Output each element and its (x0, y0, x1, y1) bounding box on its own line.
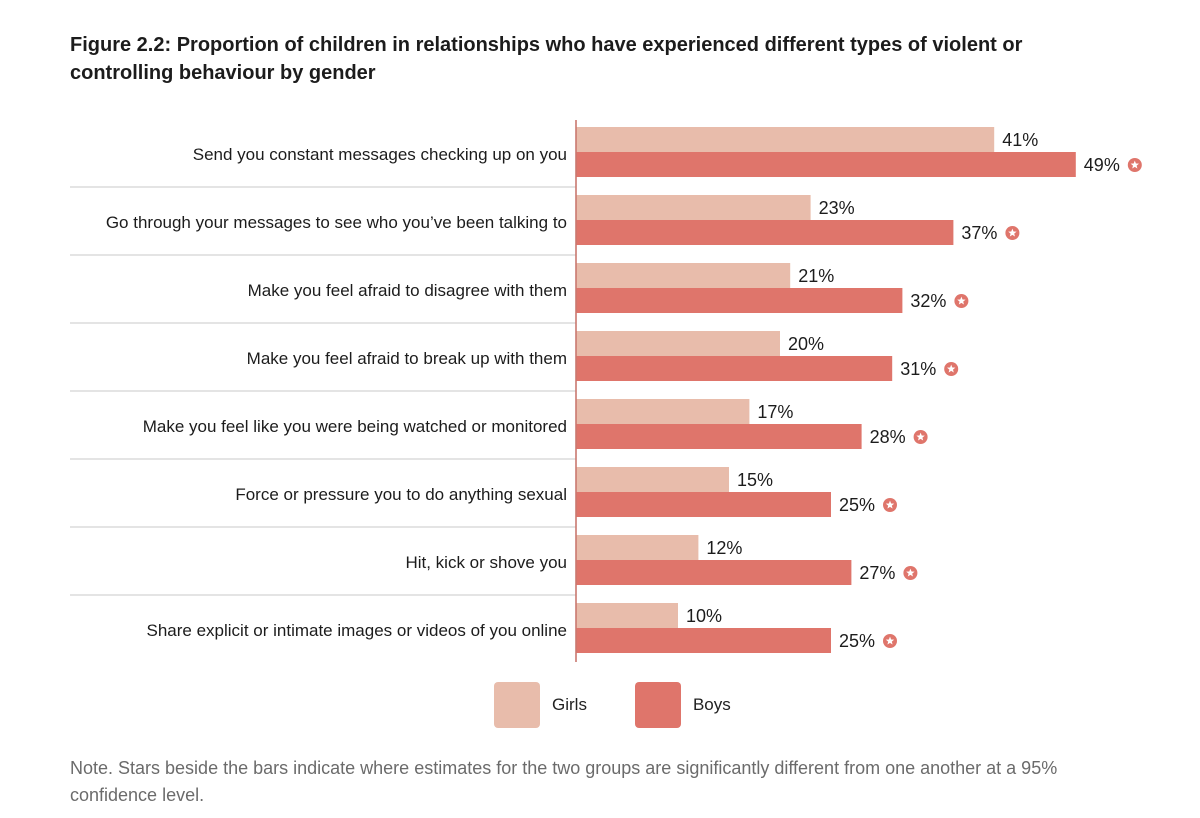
bar-girls (576, 535, 699, 560)
legend-item-boys: Boys (634, 682, 731, 728)
category-label: Share explicit or intimate images or vid… (147, 621, 568, 640)
bar-girls (576, 399, 750, 424)
chart-note: Note. Stars beside the bars indicate whe… (70, 758, 1058, 805)
data-label-boys: 32% (910, 291, 946, 311)
legend-label-boys: Boys (692, 695, 731, 714)
data-label-boys: 25% (839, 631, 875, 651)
category-label: Make you feel afraid to break up with th… (247, 349, 567, 368)
bar-boys (576, 288, 903, 313)
bar-girls (576, 127, 995, 152)
legend-item-girls: Girls (494, 682, 587, 728)
bar-boys (576, 492, 831, 517)
star-glyph-icon (957, 296, 966, 305)
category-label: Make you feel afraid to disagree with th… (248, 281, 567, 300)
category-label: Send you constant messages checking up o… (193, 145, 567, 164)
category-label: Go through your messages to see who you’… (106, 213, 567, 232)
data-label-girls: 15% (737, 470, 773, 490)
data-label-girls: 21% (798, 266, 834, 286)
legend-swatch-boys (634, 682, 681, 728)
data-label-girls: 17% (757, 402, 793, 422)
legend: Girls Boys (494, 682, 779, 728)
category-label: Force or pressure you to do anything sex… (235, 485, 567, 504)
data-label-boys: 31% (900, 359, 936, 379)
bar-boys (576, 628, 831, 653)
star-glyph-icon (916, 432, 925, 441)
legend-label-girls: Girls (552, 695, 587, 714)
star-glyph-icon (947, 364, 956, 373)
star-glyph-icon (885, 500, 895, 509)
star-glyph-icon (885, 636, 895, 645)
chart-title: Figure 2.2: Proportion of children in re… (70, 34, 1023, 84)
star-glyph-icon (1130, 160, 1139, 169)
category-label: Make you feel like you were being watche… (143, 417, 567, 436)
legend-swatch-girls (494, 682, 540, 728)
bar-girls (576, 263, 791, 288)
data-label-girls: 12% (706, 538, 742, 558)
data-label-boys: 25% (839, 495, 875, 515)
bar-boys (576, 220, 954, 245)
star-glyph-icon (906, 568, 915, 577)
bar-girls (576, 195, 811, 220)
data-label-girls: 23% (819, 198, 855, 218)
bar-chart: Send you constant messages checking up o… (70, 120, 1142, 662)
data-label-girls: 20% (788, 334, 824, 354)
bar-boys (576, 424, 862, 449)
data-label-girls: 10% (686, 606, 722, 626)
bar-boys (576, 152, 1076, 177)
data-label-boys: 28% (870, 427, 906, 447)
bar-girls (576, 467, 729, 492)
data-label-boys: 27% (859, 563, 895, 583)
bar-girls (576, 603, 678, 628)
bar-boys (576, 560, 852, 585)
data-label-boys: 37% (961, 223, 997, 243)
star-glyph-icon (1008, 228, 1017, 237)
data-label-girls: 41% (1002, 130, 1038, 150)
data-label-boys: 49% (1084, 155, 1120, 175)
category-label: Hit, kick or shove you (405, 553, 567, 572)
bar-girls (576, 331, 780, 356)
bar-boys (576, 356, 893, 381)
